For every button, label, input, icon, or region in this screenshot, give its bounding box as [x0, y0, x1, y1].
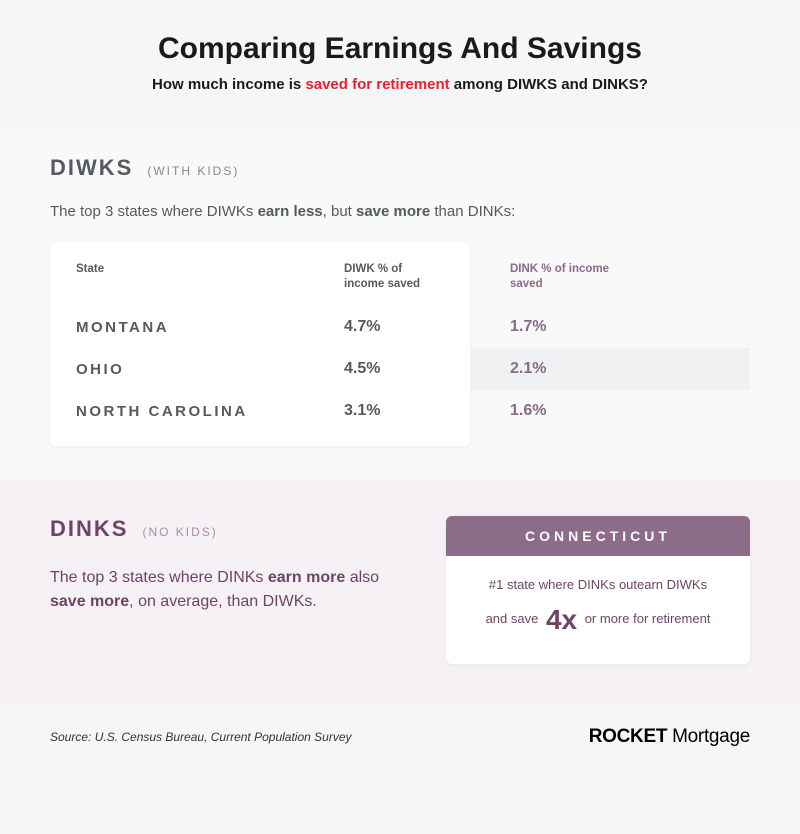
table-row: 2.1% [470, 348, 750, 390]
dinks-description: The top 3 states where DINKs earn more a… [50, 566, 380, 614]
dinks-label: DINKS [50, 516, 128, 542]
col-header-dink: DINK % of income saved [510, 262, 610, 292]
callout-line1: #1 state where DINKs outearn DIWKs [468, 574, 728, 596]
subtitle: How much income is saved for retirement … [50, 76, 750, 93]
logo: ROCKET Mortgage [589, 726, 750, 748]
comparison-table: State DIWK % of income saved MONTANA 4.7… [50, 242, 750, 446]
callout-body: #1 state where DINKs outearn DIWKs and s… [446, 556, 750, 664]
col-header-state: State [76, 262, 276, 292]
diwks-heading: DIWKS (WITH KIDS) [50, 155, 750, 181]
table-row: MONTANA 4.7% [76, 306, 444, 348]
highlight-text: saved for retirement [305, 76, 449, 93]
callout-card: CONNECTICUT #1 state where DINKs outearn… [446, 516, 750, 664]
callout-line2: and save 4x or more for retirement [468, 596, 728, 644]
diwks-label: DIWKS [50, 155, 133, 181]
diwks-section: DIWKS (WITH KIDS) The top 3 states where… [0, 127, 800, 480]
diwk-pct: 3.1% [344, 402, 444, 420]
diwks-sublabel: (WITH KIDS) [147, 164, 239, 178]
dink-pct: 1.7% [510, 318, 546, 336]
diwk-pct: 4.5% [344, 360, 444, 378]
callout-big: 4x [546, 596, 577, 644]
dink-column: DINK % of income saved 1.7% 2.1% 1.6% [470, 242, 750, 446]
dinks-sublabel: (NO KIDS) [142, 525, 217, 539]
state-name: OHIO [76, 361, 124, 378]
dink-pct: 1.6% [510, 402, 546, 420]
footer: Source: U.S. Census Bureau, Current Popu… [0, 704, 800, 770]
table-row: OHIO 4.5% [76, 348, 444, 390]
dinks-heading: DINKS (NO KIDS) [50, 516, 412, 542]
dinks-left: DINKS (NO KIDS) The top 3 states where D… [50, 516, 412, 614]
diwk-card: State DIWK % of income saved MONTANA 4.7… [50, 242, 470, 446]
diwks-description: The top 3 states where DIWKs earn less, … [50, 203, 750, 220]
page-title: Comparing Earnings And Savings [50, 32, 750, 66]
dink-pct: 2.1% [510, 360, 546, 378]
state-name: MONTANA [76, 319, 169, 336]
state-name: NORTH CAROLINA [76, 403, 248, 420]
dinks-section: DINKS (NO KIDS) The top 3 states where D… [0, 480, 800, 704]
table-row: 1.6% [510, 390, 750, 432]
table-row: NORTH CAROLINA 3.1% [76, 390, 444, 432]
table-row: 1.7% [510, 306, 750, 348]
source-text: Source: U.S. Census Bureau, Current Popu… [50, 730, 352, 744]
col-header-diwk: DIWK % of income saved [344, 262, 444, 292]
callout-title: CONNECTICUT [446, 516, 750, 556]
diwk-pct: 4.7% [344, 318, 444, 336]
header: Comparing Earnings And Savings How much … [0, 0, 800, 121]
